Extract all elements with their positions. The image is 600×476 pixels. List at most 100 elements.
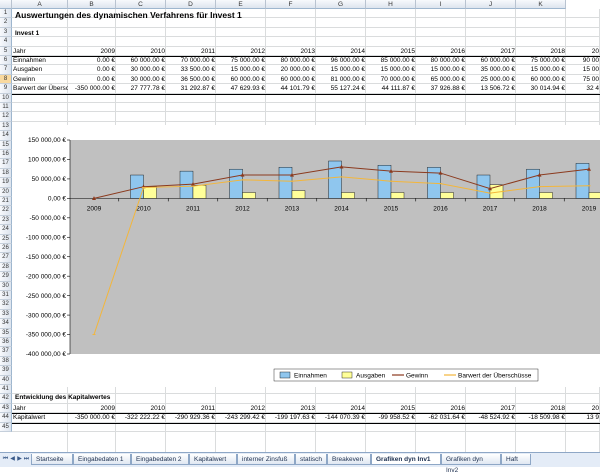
row-header-15[interactable]: 15	[0, 140, 12, 150]
table-cell[interactable]: 47 629.93 €	[230, 85, 265, 93]
row-header-3[interactable]: 3	[0, 27, 12, 38]
capital-value-cell[interactable]: -62 031.64 €	[428, 414, 465, 422]
year-header[interactable]: 20	[591, 47, 599, 55]
table-cell[interactable]: 15 000.00 €	[530, 66, 565, 74]
capital-value-cell[interactable]: -144 070.39 €	[324, 414, 365, 422]
row-header-9[interactable]: 9	[0, 84, 12, 94]
row-header-42[interactable]: 42	[0, 394, 12, 404]
year-header[interactable]: 2014	[350, 404, 365, 412]
year-header[interactable]: 2013	[300, 47, 315, 55]
year-label[interactable]: Jahr	[13, 47, 26, 55]
year-header[interactable]: 2015	[400, 404, 415, 412]
table-cell[interactable]: 81 000.00 €	[330, 75, 365, 83]
row-header-30[interactable]: 30	[0, 281, 12, 291]
year-header[interactable]: 2014	[350, 47, 365, 55]
sheet-tab[interactable]: Startseite	[31, 454, 73, 465]
row-label[interactable]: Gewinn	[13, 75, 36, 83]
capital-value-cell[interactable]: -48 524.92 €	[478, 414, 515, 422]
row-header-40[interactable]: 40	[0, 375, 12, 385]
first-sheet-icon[interactable]: ⏮	[2, 456, 9, 462]
capital-value-cell[interactable]: -99 958.52 €	[378, 414, 415, 422]
table-cell[interactable]: 75 00	[582, 75, 599, 83]
select-all-corner[interactable]	[0, 0, 12, 9]
year-header[interactable]: 2010	[150, 47, 165, 55]
table-cell[interactable]: 15 000.00 €	[380, 66, 415, 74]
sheet-tab[interactable]: statisch	[295, 454, 327, 465]
row-header-37[interactable]: 37	[0, 347, 12, 357]
table-cell[interactable]: 20 000.00 €	[280, 66, 315, 74]
year-header[interactable]: 2017	[500, 404, 515, 412]
table-cell[interactable]: 36 500.00 €	[180, 75, 215, 83]
table-cell[interactable]: 70 000.00 €	[380, 75, 415, 83]
sheet-tab[interactable]: interner Zinsfuß	[237, 454, 295, 465]
table-cell[interactable]: 96 000.00 €	[330, 57, 365, 64]
table-cell[interactable]: 30 014.94 €	[530, 85, 565, 93]
row-header-14[interactable]: 14	[0, 131, 12, 141]
row-header-13[interactable]: 13	[0, 121, 12, 132]
row-header-33[interactable]: 33	[0, 309, 12, 320]
table-cell[interactable]: -350 000.00 €	[74, 85, 115, 93]
table-cell[interactable]: 80 000.00 €	[430, 57, 465, 64]
next-sheet-icon[interactable]: ▶	[17, 456, 22, 462]
year-header[interactable]: 2013	[300, 404, 315, 412]
row-header-6[interactable]: 6	[0, 56, 12, 66]
table-cell[interactable]: 32 4	[586, 85, 599, 93]
row-header-16[interactable]: 16	[0, 150, 12, 160]
row-header-39[interactable]: 39	[0, 366, 12, 376]
row-header-41[interactable]: 41	[0, 385, 12, 395]
year-header[interactable]: 2011	[201, 47, 215, 55]
row-header-10[interactable]: 10	[0, 93, 12, 103]
table-cell[interactable]: 0.00 €	[96, 75, 115, 83]
row-header-25[interactable]: 25	[0, 234, 12, 244]
capital-value-cell[interactable]: -322 222.22 €	[124, 414, 165, 422]
table-cell[interactable]: 27 777.78 €	[130, 85, 165, 93]
table-cell[interactable]: 75 000.00 €	[530, 57, 565, 64]
row-header-11[interactable]: 11	[0, 103, 12, 113]
row-header-26[interactable]: 26	[0, 244, 12, 254]
column-header-d[interactable]: D	[166, 0, 216, 9]
row-header-24[interactable]: 24	[0, 225, 12, 235]
year-header[interactable]: 2015	[400, 47, 415, 55]
table-cell[interactable]: 30 000.00 €	[130, 66, 165, 74]
row-header-18[interactable]: 18	[0, 168, 12, 179]
year-header[interactable]: 2010	[150, 404, 165, 412]
prev-sheet-icon[interactable]: ◀	[10, 456, 15, 462]
table-cell[interactable]: 25 000.00 €	[480, 75, 515, 83]
table-cell[interactable]: 60 000.00 €	[530, 75, 565, 83]
sheet-tab[interactable]: Breakeven	[327, 454, 371, 465]
row-header-27[interactable]: 27	[0, 253, 12, 263]
year-label[interactable]: Jahr	[13, 404, 26, 412]
table-cell[interactable]: 15 000.00 €	[330, 66, 365, 74]
table-cell[interactable]: 30 000.00 €	[130, 75, 165, 83]
sheet-tab[interactable]: Grafiken dyn Inv1	[371, 454, 441, 465]
row-header-5[interactable]: 5	[0, 46, 12, 56]
row-header-22[interactable]: 22	[0, 206, 12, 216]
row-header-21[interactable]: 21	[0, 197, 12, 207]
row-header-45[interactable]: 45	[0, 422, 12, 432]
table-cell[interactable]: 15 000.00 €	[430, 66, 465, 74]
table-cell[interactable]: 60 000.00 €	[130, 57, 165, 64]
table-cell[interactable]: 60 000.00 €	[480, 57, 515, 64]
year-header[interactable]: 2018	[550, 47, 565, 55]
row-header-8[interactable]: 8	[0, 74, 12, 85]
row-header-29[interactable]: 29	[0, 272, 12, 282]
column-header-i[interactable]: I	[416, 0, 466, 9]
row-header-19[interactable]: 19	[0, 178, 12, 188]
capital-value-label[interactable]: Kapitalwert	[13, 414, 46, 422]
capital-value-cell[interactable]: -350 000.00 €	[74, 414, 115, 422]
row-header-4[interactable]: 4	[0, 37, 12, 47]
column-header-k[interactable]: K	[516, 0, 566, 9]
column-header-a[interactable]: A	[12, 0, 68, 9]
row-label[interactable]: Einnahmen	[13, 57, 46, 64]
row-header-28[interactable]: 28	[0, 262, 12, 273]
table-cell[interactable]: 65 000.00 €	[430, 75, 465, 83]
table-cell[interactable]: 55 127.24 €	[330, 85, 365, 93]
table-cell[interactable]: 37 926.88 €	[430, 85, 465, 93]
column-header-j[interactable]: J	[466, 0, 516, 9]
year-header[interactable]: 2017	[500, 47, 515, 55]
row-header-12[interactable]: 12	[0, 112, 12, 122]
year-header[interactable]: 2009	[100, 47, 115, 55]
table-cell[interactable]: 33 500.00 €	[180, 66, 215, 74]
column-header-e[interactable]: E	[216, 0, 266, 9]
